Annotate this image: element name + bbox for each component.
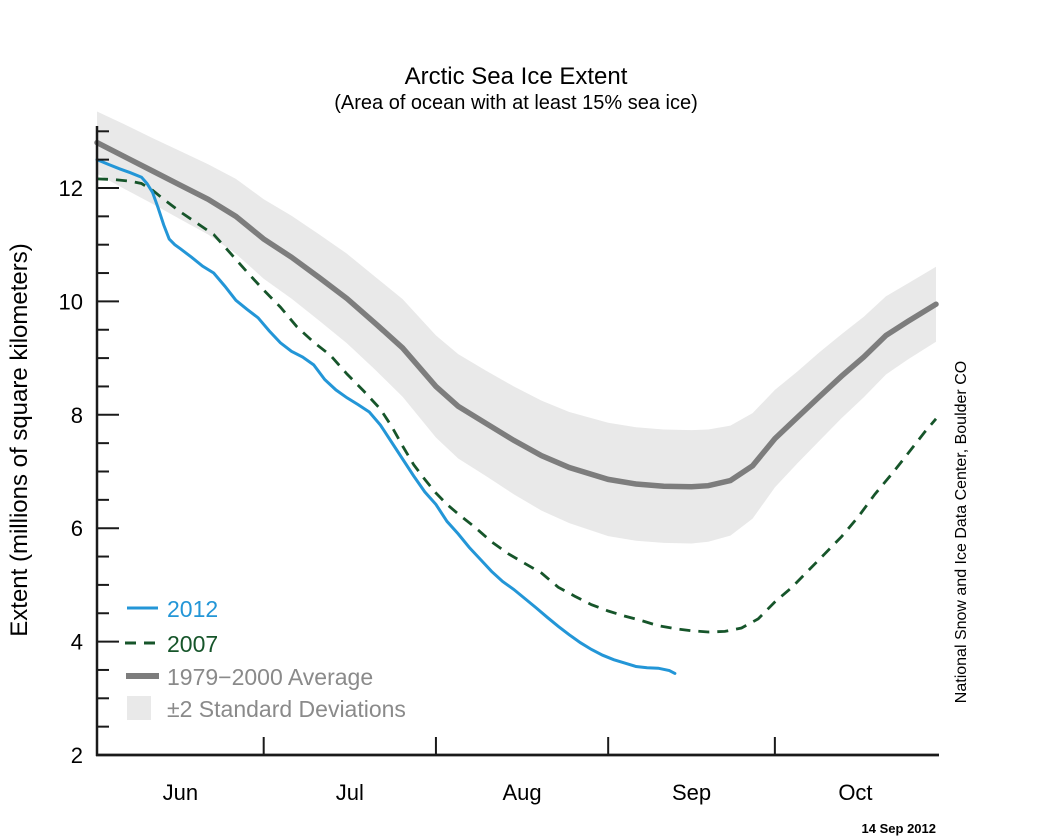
legend: 2012 2007 1979−2000 Average ±2 Standard … bbox=[125, 596, 406, 722]
y-tick-label-4: 4 bbox=[71, 630, 83, 655]
tick-labels: 2 4 6 8 10 12 Jun Jul Aug Sep Oct bbox=[59, 176, 873, 805]
chart-title: Arctic Sea Ice Extent bbox=[405, 63, 628, 90]
x-month-label-Sep: Sep bbox=[672, 780, 711, 805]
y-tick-label-8: 8 bbox=[71, 403, 83, 428]
y-tick-label-12: 12 bbox=[59, 176, 83, 201]
y-tick-label-6: 6 bbox=[71, 516, 83, 541]
legend-sample-band bbox=[127, 696, 151, 720]
x-month-label-Jun: Jun bbox=[163, 780, 198, 805]
chart-subtitle: (Area of ocean with at least 15% sea ice… bbox=[334, 92, 698, 114]
y-axis-title: Extent (millions of square kilometers) bbox=[6, 243, 33, 636]
x-month-label-Jul: Jul bbox=[336, 780, 364, 805]
std-deviation-band bbox=[97, 111, 936, 544]
tick-marks bbox=[97, 130, 776, 755]
y-tick-label-2: 2 bbox=[71, 743, 83, 768]
legend-label-2007: 2007 bbox=[167, 631, 218, 657]
x-month-label-Oct: Oct bbox=[838, 780, 872, 805]
data-center-credit: National Snow and Ice Data Center, Bould… bbox=[953, 361, 970, 703]
axes bbox=[95, 126, 939, 757]
legend-label-average: 1979−2000 Average bbox=[167, 664, 373, 690]
legend-label-band: ±2 Standard Deviations bbox=[167, 696, 406, 722]
line-2012 bbox=[95, 158, 677, 675]
line-2007-path bbox=[96, 177, 938, 634]
average-line-path bbox=[94, 139, 939, 490]
line-2007 bbox=[96, 177, 938, 634]
y-tick-label-10: 10 bbox=[59, 289, 83, 314]
date-stamp: 14 Sep 2012 bbox=[862, 821, 936, 836]
line-2012-path bbox=[95, 158, 677, 675]
legend-label-2012: 2012 bbox=[167, 596, 218, 622]
std-deviation-band-area bbox=[97, 111, 936, 544]
x-month-label-Aug: Aug bbox=[502, 780, 541, 805]
average-line-1979-2000 bbox=[94, 139, 939, 490]
